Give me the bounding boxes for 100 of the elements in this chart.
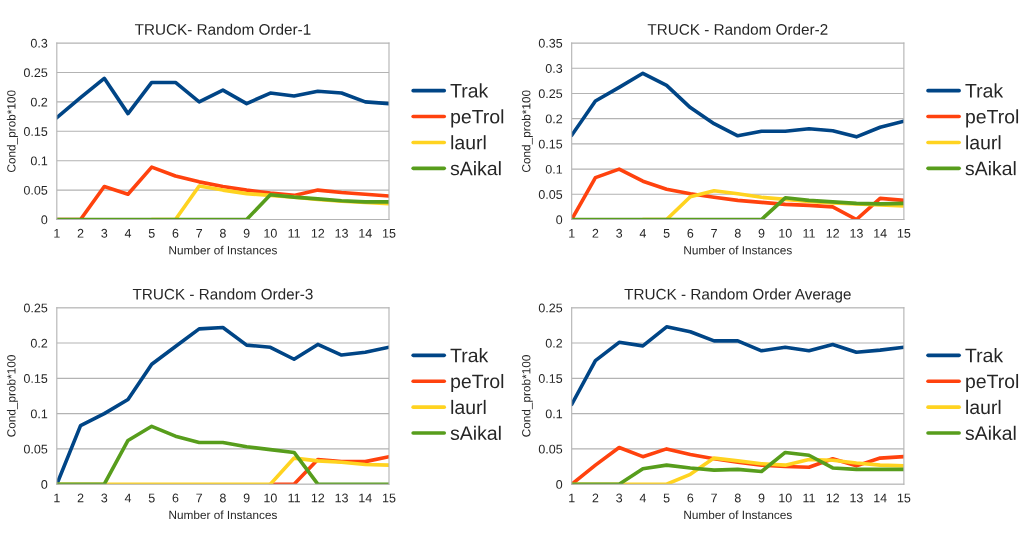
x-tick-label: 11 bbox=[288, 493, 300, 503]
chart-title: TRUCK - Random Order-2 bbox=[647, 23, 828, 35]
y-tick-label: 0.25 bbox=[23, 68, 48, 78]
y-tick-label: 0 bbox=[556, 215, 563, 225]
x-tick-label: 13 bbox=[335, 493, 348, 503]
line-series bbox=[571, 324, 904, 407]
x-tick-label: 10 bbox=[264, 228, 277, 238]
y-tick-label: 0.25 bbox=[538, 89, 563, 99]
legend-label: Trak bbox=[450, 348, 489, 363]
y-axis-title: Cond_prob*100 bbox=[521, 355, 533, 437]
y-tick-label: 0.1 bbox=[545, 164, 563, 174]
x-tick-label: 1 bbox=[569, 493, 575, 503]
x-tick-label: 3 bbox=[616, 228, 623, 238]
x-tick-label: 2 bbox=[592, 493, 599, 503]
x-tick-label: 3 bbox=[101, 228, 108, 238]
x-tick-label: 9 bbox=[243, 493, 250, 503]
legend-label: peTrol bbox=[966, 109, 1019, 128]
x-tick-label: 10 bbox=[779, 493, 792, 503]
x-tick-label: 13 bbox=[850, 228, 863, 238]
y-axis-title: Cond_prob*100 bbox=[521, 90, 533, 173]
x-tick-label: 12 bbox=[311, 228, 325, 238]
x-tick-label: 15 bbox=[897, 228, 911, 238]
y-tick-label: 0.15 bbox=[538, 374, 563, 383]
y-tick-label: 0.1 bbox=[30, 156, 48, 166]
x-tick-label: 12 bbox=[311, 493, 325, 503]
x-tick-label: 8 bbox=[219, 228, 226, 238]
x-tick-label: 2 bbox=[77, 228, 84, 238]
y-tick-label: 0.3 bbox=[545, 64, 563, 73]
x-tick-label: 11 bbox=[803, 493, 815, 503]
y-tick-label: 0.2 bbox=[30, 97, 48, 107]
x-tick-label: 14 bbox=[359, 228, 372, 238]
legend-label: peTrol bbox=[451, 109, 504, 128]
chart-title: TRUCK- Random Order-1 bbox=[134, 23, 311, 35]
x-tick-label: 10 bbox=[779, 228, 792, 238]
x-tick-label: 14 bbox=[874, 228, 887, 238]
x-tick-label: 5 bbox=[663, 228, 670, 238]
x-tick-label: 1 bbox=[54, 228, 60, 238]
legend-label: laurl bbox=[966, 399, 1001, 415]
y-tick-label: 0 bbox=[556, 480, 563, 489]
x-tick-label: 4 bbox=[124, 493, 132, 503]
x-tick-label: 2 bbox=[77, 493, 84, 503]
x-tick-label: 12 bbox=[826, 493, 840, 503]
legend-label: sAikal bbox=[450, 425, 501, 441]
y-tick-label: 0.25 bbox=[538, 303, 563, 313]
legend-label: Trak bbox=[450, 83, 489, 98]
legend-label: laurl bbox=[451, 135, 486, 150]
x-tick-label: 1 bbox=[569, 228, 575, 238]
y-tick-label: 0.05 bbox=[23, 444, 48, 454]
x-tick-label: 8 bbox=[219, 493, 226, 503]
x-axis-title: Number of Instances bbox=[169, 510, 277, 520]
y-tick-label: 0.25 bbox=[23, 303, 48, 313]
x-tick-label: 13 bbox=[850, 493, 863, 503]
x-tick-label: 7 bbox=[711, 228, 717, 238]
x-tick-label: 6 bbox=[172, 228, 179, 238]
x-tick-label: 6 bbox=[687, 228, 694, 238]
y-tick-label: 0 bbox=[41, 215, 48, 225]
x-tick-label: 11 bbox=[803, 228, 815, 238]
x-tick-label: 6 bbox=[172, 493, 179, 503]
y-tick-label: 0.05 bbox=[538, 190, 563, 199]
x-tick-label: 1 bbox=[54, 493, 60, 503]
x-axis-title: Number of Instances bbox=[169, 245, 277, 255]
line-series bbox=[56, 76, 389, 120]
y-tick-label: 0.05 bbox=[538, 444, 563, 454]
x-tick-label: 5 bbox=[148, 493, 155, 503]
legend-label: laurl bbox=[451, 399, 486, 415]
y-tick-label: 0.05 bbox=[23, 185, 48, 195]
x-tick-label: 4 bbox=[124, 228, 132, 238]
legend-label: sAikal bbox=[965, 161, 1016, 176]
x-tick-label: 7 bbox=[196, 228, 203, 238]
x-tick-label: 12 bbox=[826, 228, 840, 238]
legend-label: sAikal bbox=[965, 425, 1016, 441]
chart-title: TRUCK - Random Order-3 bbox=[132, 288, 313, 300]
x-tick-label: 6 bbox=[687, 493, 694, 503]
y-tick-label: 0.2 bbox=[545, 338, 563, 348]
y-tick-label: 0.15 bbox=[23, 374, 48, 383]
x-tick-label: 8 bbox=[734, 228, 741, 238]
y-tick-label: 0.3 bbox=[30, 38, 48, 48]
legend-label: peTrol bbox=[451, 373, 504, 393]
x-tick-label: 15 bbox=[383, 228, 396, 238]
x-tick-label: 3 bbox=[616, 493, 623, 503]
x-tick-label: 15 bbox=[383, 493, 396, 503]
x-tick-label: 14 bbox=[874, 493, 887, 503]
y-tick-label: 0.15 bbox=[23, 127, 48, 136]
x-tick-label: 15 bbox=[897, 493, 911, 503]
y-tick-label: 0.1 bbox=[545, 409, 563, 419]
x-tick-label: 7 bbox=[711, 493, 717, 503]
chart-title: TRUCK - Random Order Average bbox=[624, 288, 851, 303]
x-axis-title: Number of Instances bbox=[684, 245, 792, 255]
x-tick-label: 5 bbox=[148, 228, 155, 238]
x-axis-title: Number of Instances bbox=[684, 510, 792, 520]
y-axis-title: Cond_prob*100 bbox=[6, 90, 18, 173]
x-tick-label: 5 bbox=[663, 493, 670, 503]
y-tick-label: 0.15 bbox=[538, 139, 563, 149]
x-tick-label: 2 bbox=[592, 228, 599, 238]
x-tick-label: 14 bbox=[359, 493, 372, 503]
y-tick-label: 0.1 bbox=[30, 409, 48, 419]
legend-label: peTrol bbox=[966, 373, 1019, 393]
legend-label: sAikal bbox=[450, 161, 501, 176]
x-tick-label: 10 bbox=[264, 493, 277, 503]
x-tick-label: 9 bbox=[243, 228, 250, 238]
